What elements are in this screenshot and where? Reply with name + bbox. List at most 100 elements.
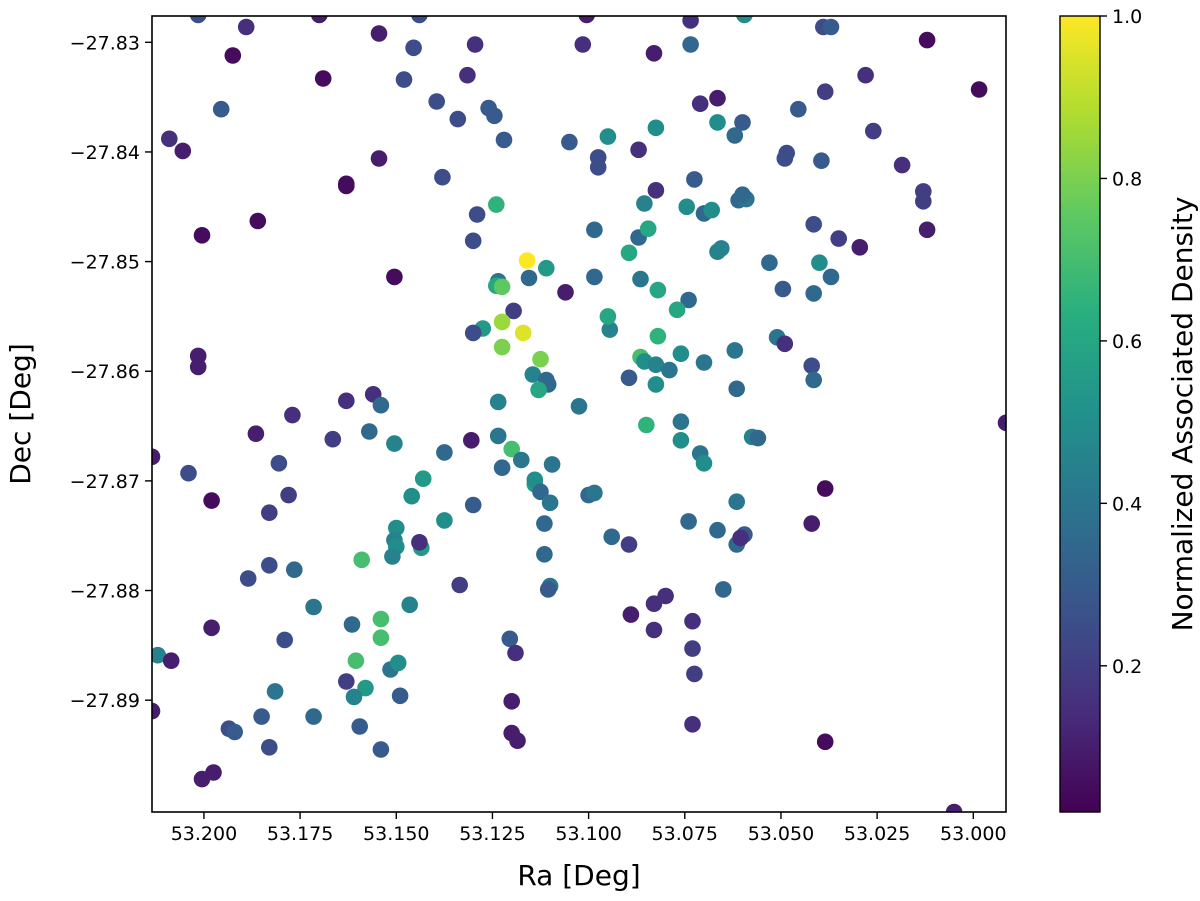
data-point [732, 529, 749, 547]
data-point [715, 581, 732, 598]
data-point [428, 93, 446, 110]
y-tick-label: −27.89 [70, 690, 140, 712]
plot-frame [151, 15, 1007, 813]
data-point [493, 278, 511, 296]
data-point [488, 196, 505, 213]
data-point [709, 89, 726, 107]
data-point [314, 70, 332, 87]
data-point [682, 16, 699, 29]
x-tick-label: 53.075 [652, 823, 718, 845]
data-point [691, 95, 709, 112]
data-point [436, 512, 453, 529]
data-point [970, 81, 988, 98]
data-point [280, 486, 297, 504]
y-axis-ticks: −27.83 −27.84 −27.85 −27.86 −27.87 −27.88 −27.… [70, 32, 152, 712]
data-point [647, 356, 665, 374]
data-point [449, 110, 467, 128]
data-point [686, 665, 703, 683]
data-point [561, 133, 578, 151]
data-point [822, 18, 840, 36]
data-point [343, 616, 361, 633]
data-point [372, 610, 390, 628]
data-point [695, 354, 713, 371]
data-point [586, 484, 603, 502]
data-point [532, 350, 549, 368]
data-point [503, 693, 520, 710]
data-point [347, 652, 365, 669]
data-point [451, 576, 469, 594]
data-point [728, 380, 745, 398]
data-point [193, 227, 211, 244]
data-point [672, 413, 690, 431]
data-point [493, 313, 511, 331]
data-point [338, 177, 355, 195]
data-point [466, 36, 484, 53]
data-point [180, 464, 197, 482]
data-point [620, 369, 638, 387]
colorbar-title: Normalized Associated Density [1166, 197, 1199, 632]
data-point [311, 16, 328, 24]
data-point [589, 159, 607, 176]
data-point [212, 100, 230, 118]
data-point [726, 127, 744, 144]
data-point [661, 361, 678, 379]
data-point [351, 718, 369, 735]
data-point [645, 45, 663, 62]
data-point [224, 47, 242, 64]
data-point [514, 324, 532, 342]
data-point [305, 598, 322, 616]
data-point [599, 128, 617, 145]
colorbar [1059, 15, 1101, 813]
data-point [865, 122, 882, 140]
y-tick-label: −27.84 [70, 142, 140, 164]
data-point [203, 619, 220, 637]
data-point [790, 100, 807, 118]
data-point [570, 398, 588, 415]
data-point [622, 606, 640, 623]
y-tick-label: −27.83 [70, 32, 140, 54]
data-point [538, 259, 555, 277]
data-point [543, 456, 561, 473]
data-point [284, 406, 301, 424]
data-point [493, 459, 511, 477]
data-point [647, 119, 665, 137]
data-point [464, 324, 482, 342]
data-point [541, 494, 559, 512]
x-axis-ticks: 53.200 53.175 53.150 53.125 53.100 53.075 53.0… [171, 812, 1007, 845]
data-point [509, 732, 526, 749]
data-point [189, 358, 207, 376]
data-point [405, 39, 422, 57]
data-point [557, 284, 574, 301]
data-point [261, 504, 278, 521]
data-point [361, 423, 378, 440]
data-point [411, 16, 428, 24]
data-point [391, 687, 409, 705]
x-axis-title: Ra [Deg] [517, 859, 640, 892]
data-point [532, 483, 549, 501]
data-point [520, 269, 538, 287]
data-point [816, 83, 834, 100]
x-tick-label: 53.200 [171, 823, 237, 845]
data-point [638, 416, 655, 434]
data-point [639, 220, 657, 237]
data-point [249, 212, 267, 230]
x-tick-label: 53.150 [363, 823, 429, 845]
y-tick-label: −27.88 [70, 581, 140, 603]
data-point [599, 308, 617, 325]
data-point [668, 301, 686, 319]
data-point [247, 425, 265, 443]
data-point [649, 281, 667, 299]
colorbar-tick-label: 0.8 [1112, 168, 1142, 190]
data-point [647, 182, 665, 199]
data-point [816, 480, 834, 497]
data-point [480, 99, 497, 117]
data-point [539, 581, 557, 598]
data-point [261, 557, 278, 574]
data-point [152, 448, 161, 466]
data-point [813, 152, 830, 169]
data-point [649, 327, 667, 345]
data-point [822, 268, 840, 286]
data-point [386, 268, 403, 286]
data-point [734, 114, 751, 131]
